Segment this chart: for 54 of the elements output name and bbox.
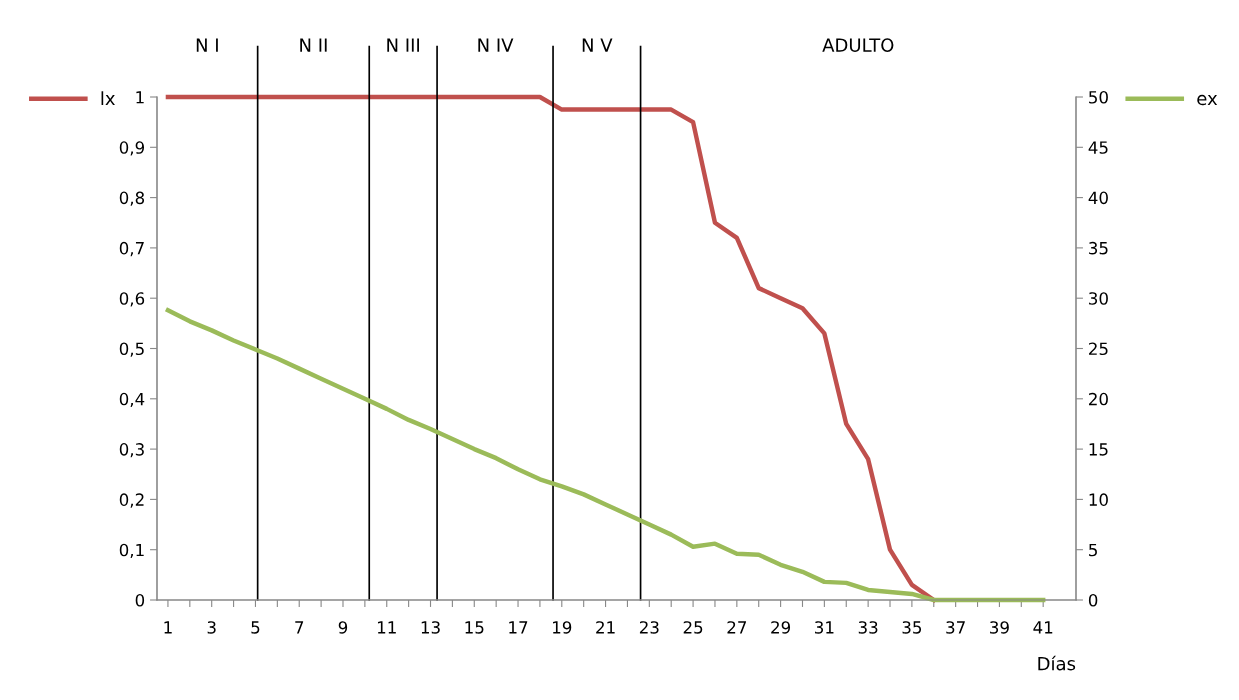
x-tick-label: 9	[338, 621, 348, 634]
text: N III	[387, 38, 419, 52]
x-tick-label: 41	[1033, 621, 1053, 634]
text: N II	[300, 38, 327, 52]
y-tick-label: 0,7	[119, 241, 144, 257]
line-series	[165, 308, 1046, 603]
y-tick-label: 0	[135, 593, 145, 607]
y-tick-label: 0,8	[119, 191, 145, 206]
x-tick-label: 19	[553, 621, 572, 634]
y-tick-label: 1	[136, 91, 144, 104]
x-tick-label: 1	[164, 621, 172, 634]
line-series	[165, 94, 936, 603]
x-tick-label: 17	[509, 621, 528, 634]
x-tick-label: 35	[902, 621, 922, 634]
y2-tick-label: 20	[1089, 392, 1108, 406]
y-tick-label: 0,2	[119, 493, 144, 508]
x-tick-label: 23	[639, 621, 659, 634]
x-tick-label: 5	[251, 621, 260, 634]
y2-tick-label: 50	[1089, 90, 1108, 104]
y-tick-label: 0,4	[119, 392, 145, 408]
text: N I	[196, 38, 218, 52]
legend-label: lx	[101, 91, 115, 105]
x-tick-label: 11	[377, 621, 396, 634]
x-tick-label: 3	[207, 621, 216, 634]
y-tick-label: 0,1	[119, 543, 144, 558]
y2-tick-label: 45	[1088, 141, 1108, 154]
x-tick-label: 29	[771, 621, 791, 634]
x-tick-label: 37	[946, 621, 965, 634]
x-tick-label: 15	[465, 621, 484, 634]
y2-tick-label: 35	[1089, 241, 1108, 255]
text: N V	[582, 38, 613, 52]
y-tick-label: 0,6	[119, 292, 145, 307]
x-tick-label: 13	[421, 621, 440, 634]
x-tick-label: 33	[858, 621, 878, 634]
y2-tick-label: 5	[1089, 543, 1097, 557]
legend-label: ex	[1197, 94, 1218, 106]
y-tick-label: 0,9	[119, 141, 145, 156]
x-axis-title: Días	[1038, 655, 1076, 671]
y2-tick-label: 30	[1089, 292, 1108, 305]
text: ADULTO	[822, 38, 894, 52]
y-tick-label: 0,3	[119, 443, 144, 458]
x-tick-label: 25	[683, 621, 703, 634]
y2-tick-label: 0	[1088, 593, 1098, 607]
x-tick-label: 21	[596, 621, 615, 634]
y2-tick-label: 15	[1089, 443, 1108, 456]
y2-tick-label: 10	[1089, 493, 1108, 506]
x-tick-label: 31	[815, 621, 834, 634]
x-tick-label: 7	[295, 621, 304, 634]
text: N IV	[478, 38, 514, 52]
x-tick-label: 39	[990, 621, 1009, 634]
y2-tick-label: 25	[1089, 342, 1108, 356]
y-tick-label: 0,5	[119, 342, 144, 357]
y2-tick-label: 40	[1088, 191, 1108, 205]
x-tick-label: 27	[727, 621, 747, 634]
